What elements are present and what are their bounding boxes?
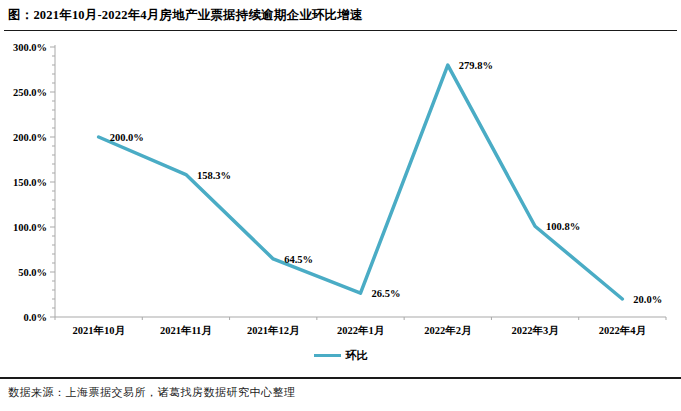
y-axis-tick-label: 100.0% [13, 222, 47, 233]
report-figure: 图：2021年10月-2022年4月房地产业票据持续逾期企业环比增速 0.0% 5… [0, 0, 681, 411]
y-axis-tick-label: 0.0% [23, 312, 47, 323]
line-chart: 0.0% 50.0% 100.0% 150.0% 200.0% 250.0% 300.0% 2… [0, 36, 681, 341]
chart-legend: 环比 [0, 348, 681, 363]
y-axis-tick-label: 150.0% [13, 177, 47, 188]
x-axis-tick-label: 2022年4月 [599, 325, 646, 336]
data-source: 数据来源：上海票据交易所，诸葛找房数据研究中心整理 [8, 385, 673, 400]
y-axis-tick-label: 250.0% [13, 87, 47, 98]
figure-title: 图：2021年10月-2022年4月房地产业票据持续逾期企业环比增速 [8, 7, 673, 24]
x-axis-tick-label: 2021年12月 [247, 325, 300, 336]
series-line [99, 65, 623, 299]
x-axis-tick-label: 2022年1月 [337, 325, 384, 336]
y-axis-tick-label: 50.0% [18, 267, 47, 278]
data-point-label: 158.3% [197, 170, 231, 181]
legend-label: 环比 [346, 348, 368, 363]
data-point-label: 100.8% [546, 221, 580, 232]
data-point-label: 64.5% [284, 254, 313, 265]
chart-area: 0.0% 50.0% 100.0% 150.0% 200.0% 250.0% 300.0% 2… [0, 36, 681, 341]
y-axis-tick-label: 200.0% [13, 132, 47, 143]
title-divider [4, 30, 677, 31]
x-axis-tick-label: 2022年2月 [424, 325, 471, 336]
legend-line-swatch [314, 354, 341, 357]
data-point-label: 279.8% [459, 60, 493, 71]
x-axis-tick-label: 2021年10月 [72, 325, 125, 336]
data-point-label: 26.5% [372, 288, 401, 299]
data-point-label: 200.0% [110, 132, 144, 143]
y-axis-tick-label: 300.0% [13, 42, 47, 53]
x-axis-tick-label: 2022年3月 [511, 325, 558, 336]
data-point-label: 20.0% [633, 294, 662, 305]
footer-divider [0, 377, 681, 379]
x-axis-tick-label: 2021年11月 [160, 325, 212, 336]
